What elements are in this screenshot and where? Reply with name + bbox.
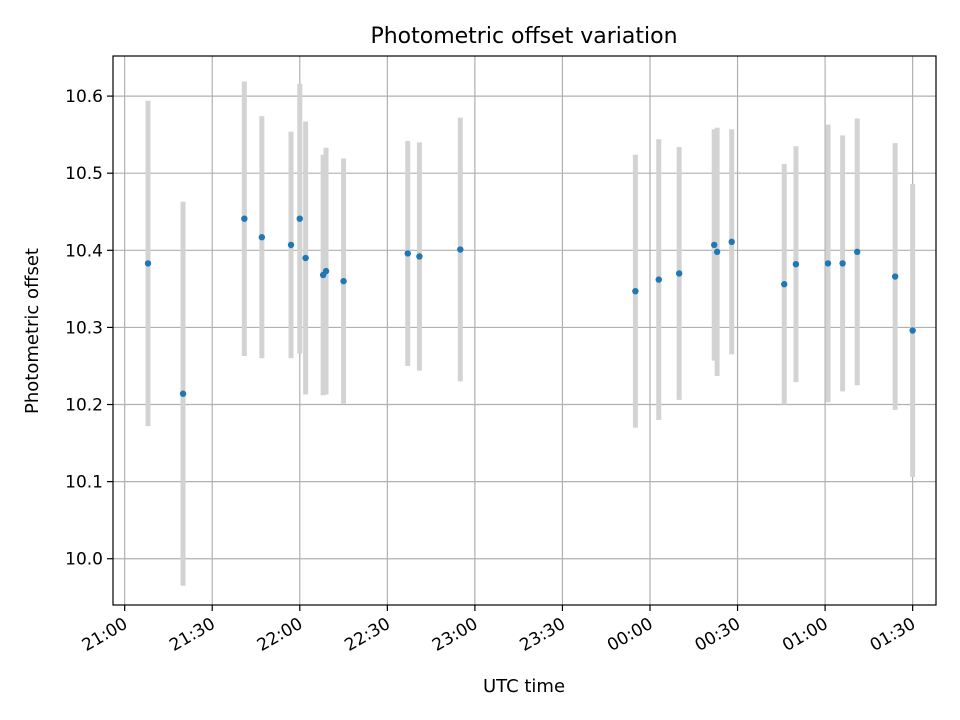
grid [113, 56, 936, 605]
data-point [824, 260, 832, 267]
error-bars [145, 81, 916, 586]
chart-title: Photometric offset variation [370, 24, 677, 49]
y-tick-label: 10.3 [65, 318, 103, 338]
y-tick-label: 10.0 [65, 550, 103, 570]
data-point [144, 260, 152, 267]
data-points [144, 215, 916, 397]
data-point [655, 276, 662, 283]
data-point [296, 215, 303, 222]
y-tick-label: 10.1 [65, 473, 103, 493]
y-axis-label: Photometric offset [22, 248, 43, 414]
data-point [632, 287, 639, 295]
y-tick-label: 10.4 [65, 241, 103, 261]
data-point [710, 241, 718, 249]
x-axis-ticks: 21:00 21:30 22:00 22:30 23:00 23:30 00:00 00:30… [79, 605, 919, 656]
data-point [891, 273, 899, 280]
data-point [839, 260, 846, 267]
data-point [854, 248, 861, 256]
data-point [322, 267, 330, 275]
data-point [713, 248, 721, 256]
data-point [781, 281, 788, 288]
data-point [675, 270, 683, 277]
x-tick-label: 00:30 [692, 614, 744, 656]
data-point [179, 390, 187, 397]
x-tick-label: 21:00 [79, 614, 131, 656]
x-axis-label: UTC time [483, 676, 565, 697]
x-tick-label: 23:00 [429, 614, 481, 656]
data-point [909, 327, 916, 334]
x-tick-label: 23:30 [517, 614, 569, 656]
data-point [792, 260, 800, 268]
y-axis-ticks: 10.0 10.1 10.2 10.3 10.4 10.5 10.6 [65, 87, 113, 570]
data-point [340, 277, 347, 285]
x-tick-label: 22:00 [254, 614, 306, 656]
data-point [457, 246, 464, 253]
plot-frame [112, 55, 937, 606]
data-point [416, 253, 423, 260]
data-point [241, 215, 248, 222]
data-point [302, 254, 309, 262]
data-point [404, 250, 411, 257]
data-point [287, 241, 295, 249]
data-point [258, 234, 266, 241]
x-tick-label: 21:30 [166, 614, 218, 656]
y-tick-label: 10.2 [65, 396, 103, 416]
y-tick-label: 10.5 [65, 164, 103, 184]
x-tick-label: 01:30 [867, 614, 919, 656]
x-tick-label: 01:00 [779, 614, 831, 656]
y-tick-label: 10.6 [65, 87, 103, 107]
data-point [728, 238, 735, 246]
x-tick-label: 00:00 [604, 614, 656, 656]
x-tick-label: 22:30 [341, 614, 393, 656]
